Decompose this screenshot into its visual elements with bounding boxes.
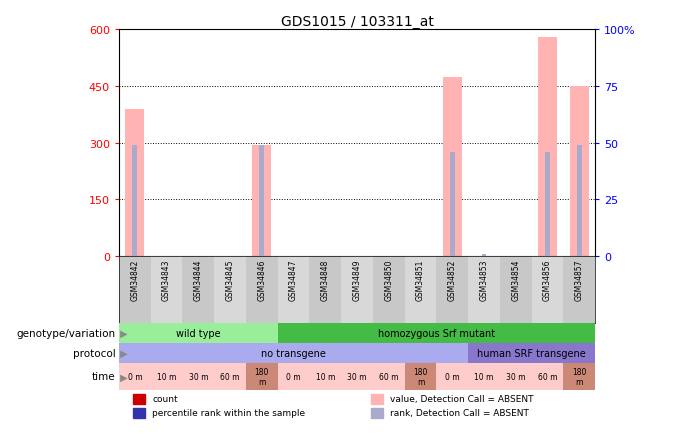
Text: GSM34856: GSM34856	[543, 259, 552, 301]
Bar	[450, 152, 455, 256]
Bar	[125, 109, 144, 256]
Bar	[371, 408, 384, 418]
Bar	[373, 363, 405, 390]
Bar	[214, 256, 246, 324]
Text: GSM34847: GSM34847	[289, 259, 298, 301]
Bar	[252, 145, 271, 256]
Text: GSM34851: GSM34851	[416, 259, 425, 300]
Text: GSM34848: GSM34848	[321, 259, 330, 300]
Text: 10 m: 10 m	[474, 372, 494, 381]
Text: 10 m: 10 m	[157, 372, 176, 381]
Bar	[309, 256, 341, 324]
Bar	[443, 78, 462, 256]
Bar	[259, 146, 264, 256]
Bar	[538, 38, 557, 256]
Bar	[405, 256, 437, 324]
Text: GSM34854: GSM34854	[511, 259, 520, 301]
Text: 60 m: 60 m	[220, 372, 240, 381]
Text: ▶: ▶	[117, 372, 128, 381]
Text: GSM34850: GSM34850	[384, 259, 393, 301]
Text: 60 m: 60 m	[538, 372, 557, 381]
Bar	[532, 256, 563, 324]
Bar	[468, 363, 500, 390]
Text: GSM34842: GSM34842	[131, 259, 139, 300]
Text: GSM34844: GSM34844	[194, 259, 203, 301]
Text: time: time	[92, 372, 116, 381]
Bar	[563, 363, 595, 390]
Text: 30 m: 30 m	[188, 372, 208, 381]
Bar	[277, 363, 309, 390]
Text: 0 m: 0 m	[128, 372, 142, 381]
Text: GSM34857: GSM34857	[575, 259, 583, 301]
Bar	[214, 363, 246, 390]
Bar	[437, 256, 468, 324]
Bar	[119, 256, 151, 324]
Text: GSM34852: GSM34852	[447, 259, 457, 300]
Text: GSM34853: GSM34853	[479, 259, 488, 301]
Text: ▶: ▶	[117, 348, 128, 358]
Text: GSM34845: GSM34845	[226, 259, 235, 301]
Bar	[371, 394, 384, 404]
Bar	[182, 363, 214, 390]
Text: value, Detection Call = ABSENT: value, Detection Call = ABSENT	[390, 395, 534, 403]
Bar	[119, 343, 468, 363]
Bar	[577, 146, 581, 256]
Bar	[133, 146, 137, 256]
Text: percentile rank within the sample: percentile rank within the sample	[152, 408, 305, 418]
Text: human SRF transgene: human SRF transgene	[477, 348, 586, 358]
Bar	[119, 324, 277, 343]
Bar	[277, 324, 595, 343]
Text: count: count	[152, 395, 178, 403]
Bar	[570, 87, 589, 256]
Bar	[246, 256, 277, 324]
Text: 180
m: 180 m	[572, 367, 586, 386]
Bar	[309, 363, 341, 390]
Bar	[246, 363, 277, 390]
Bar	[532, 363, 563, 390]
Bar	[133, 394, 145, 404]
Text: 30 m: 30 m	[506, 372, 526, 381]
Bar	[151, 256, 182, 324]
Text: rank, Detection Call = ABSENT: rank, Detection Call = ABSENT	[390, 408, 529, 418]
Bar	[468, 343, 595, 363]
Text: genotype/variation: genotype/variation	[16, 329, 116, 339]
Text: GSM34849: GSM34849	[352, 259, 362, 301]
Bar	[373, 256, 405, 324]
Text: homozygous Srf mutant: homozygous Srf mutant	[378, 329, 495, 339]
Text: 0 m: 0 m	[445, 372, 460, 381]
Text: 0 m: 0 m	[286, 372, 301, 381]
Bar	[468, 256, 500, 324]
Bar	[500, 256, 532, 324]
Bar	[133, 408, 145, 418]
Text: 60 m: 60 m	[379, 372, 398, 381]
Bar	[545, 152, 549, 256]
Text: 180
m: 180 m	[413, 367, 428, 386]
Text: 180
m: 180 m	[254, 367, 269, 386]
Text: 10 m: 10 m	[316, 372, 335, 381]
Text: no transgene: no transgene	[261, 348, 326, 358]
Text: GSM34846: GSM34846	[257, 259, 267, 301]
Bar	[341, 363, 373, 390]
Text: ▶: ▶	[117, 329, 128, 339]
Text: 30 m: 30 m	[347, 372, 367, 381]
Bar	[119, 363, 151, 390]
Text: GSM34843: GSM34843	[162, 259, 171, 301]
Bar	[151, 363, 182, 390]
Bar	[500, 363, 532, 390]
Text: wild type: wild type	[176, 329, 220, 339]
Bar	[182, 256, 214, 324]
Text: protocol: protocol	[73, 348, 116, 358]
Bar	[277, 256, 309, 324]
Bar	[341, 256, 373, 324]
Bar	[563, 256, 595, 324]
Bar	[437, 363, 468, 390]
Bar	[405, 363, 437, 390]
Bar	[481, 254, 486, 256]
Title: GDS1015 / 103311_at: GDS1015 / 103311_at	[281, 15, 433, 30]
